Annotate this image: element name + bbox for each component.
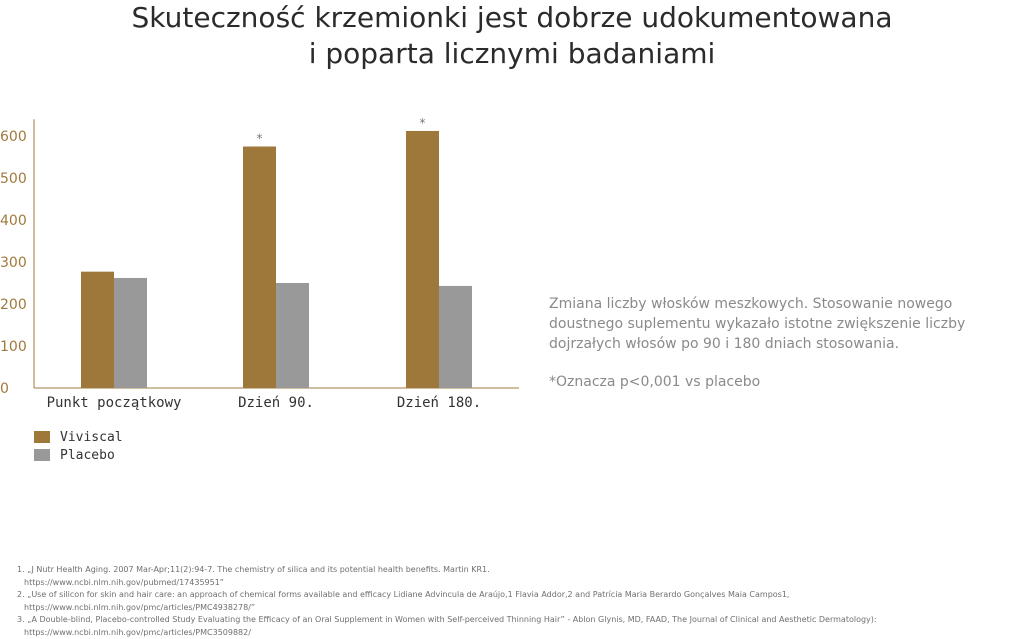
title-line-1: Skuteczność krzemionki jest dobrze udoku… xyxy=(131,1,893,34)
y-tick-label: 400 xyxy=(0,213,27,229)
bar-placebo-1 xyxy=(276,283,309,388)
reference-text: 3. „A Double-blind, Placebo-controlled S… xyxy=(17,615,877,624)
page-title: Skuteczność krzemionki jest dobrze udoku… xyxy=(0,0,1024,72)
bar-chart: 0 100 200 300 400 500 600 Punkt początkowy * Dzie… xyxy=(0,116,519,411)
reference-link[interactable]: https://www.ncbi.nlm.nih.gov/pmc/article… xyxy=(24,627,251,637)
chart-legend: Viviscal Placebo xyxy=(34,428,123,464)
legend-item-viviscal: Viviscal xyxy=(34,428,123,446)
references: 1. „J Nutr Health Aging. 2007 Mar-Apr;11… xyxy=(17,564,1017,639)
legend-swatch-viviscal xyxy=(34,431,50,443)
y-tick-label: 300 xyxy=(0,255,27,271)
significance-star: * xyxy=(257,132,263,146)
x-category-label: Dzień 180. xyxy=(397,395,481,411)
bar-viviscal-2 xyxy=(406,130,439,388)
reference-item: 1. „J Nutr Health Aging. 2007 Mar-Apr;11… xyxy=(17,564,1017,589)
y-tick-label: 0 xyxy=(0,381,9,397)
reference-item: 3. „A Double-blind, Placebo-controlled S… xyxy=(17,614,1017,639)
significance-footnote: *Oznacza p<0,001 vs placebo xyxy=(549,374,761,390)
title-line-2: i poparta licznymi badaniami xyxy=(308,37,716,70)
y-tick-label: 100 xyxy=(0,339,27,355)
y-tick-label: 200 xyxy=(0,297,27,313)
legend-item-placebo: Placebo xyxy=(34,446,123,464)
reference-text: 2. „Use of silicon for skin and hair car… xyxy=(17,590,790,599)
legend-label-viviscal: Viviscal xyxy=(60,429,123,445)
legend-swatch-placebo xyxy=(34,449,50,461)
x-category-label: Dzień 90. xyxy=(238,395,314,411)
bar-placebo-0 xyxy=(114,277,147,388)
reference-text: 1. „J Nutr Health Aging. 2007 Mar-Apr;11… xyxy=(17,565,490,574)
x-category-label: Punkt początkowy xyxy=(47,395,182,411)
legend-label-placebo: Placebo xyxy=(60,447,115,463)
reference-link[interactable]: https://www.ncbi.nlm.nih.gov/pmc/article… xyxy=(24,602,256,612)
reference-item: 2. „Use of silicon for skin and hair car… xyxy=(17,589,1017,614)
bar-viviscal-0 xyxy=(81,271,114,388)
description-text: Zmiana liczby włosków meszkowych. Stosow… xyxy=(549,296,966,352)
reference-link[interactable]: https://www.ncbi.nlm.nih.gov/pubmed/1743… xyxy=(24,577,224,587)
chart-description: Zmiana liczby włosków meszkowych. Stosow… xyxy=(549,294,1019,392)
significance-star: * xyxy=(420,116,426,130)
y-tick-label: 600 xyxy=(0,129,27,145)
y-tick-label: 500 xyxy=(0,171,27,187)
bar-placebo-2 xyxy=(439,285,472,388)
bar-viviscal-1 xyxy=(243,146,276,388)
